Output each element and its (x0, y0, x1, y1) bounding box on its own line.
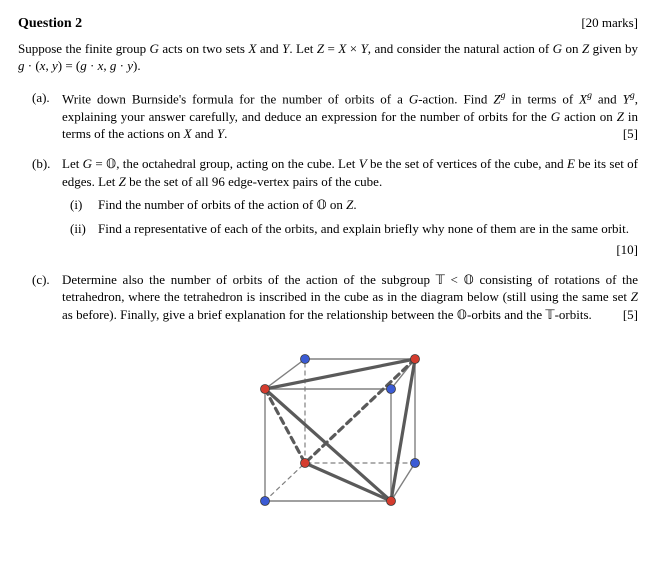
question-intro: Suppose the finite group G acts on two s… (18, 40, 638, 75)
part-c-body: Determine also the number of orbits of t… (62, 271, 638, 324)
part-a-body: Write down Burnside's formula for the nu… (62, 89, 638, 143)
part-a-marks: [5] (623, 125, 638, 143)
part-c-marks: [5] (623, 306, 638, 324)
part-c: (c). Determine also the number of orbits… (18, 271, 638, 324)
part-c-label: (c). (18, 271, 62, 324)
cube-tetra-diagram (223, 335, 433, 525)
figure-wrap (18, 335, 638, 530)
part-b-i-body: Find the number of orbits of the action … (98, 196, 638, 214)
part-b-ii-label: (ii) (62, 220, 98, 238)
part-b-i: (i) Find the number of orbits of the act… (62, 196, 638, 214)
part-b: (b). Let G = 𝕆, the octahedral group, ac… (18, 155, 638, 259)
question-page: Question 2 [20 marks] Suppose the finite… (0, 0, 656, 542)
part-b-body: Let G = 𝕆, the octahedral group, acting … (62, 155, 638, 259)
part-b-ii: (ii) Find a representative of each of th… (62, 220, 638, 238)
part-b-label: (b). (18, 155, 62, 259)
part-a: (a). Write down Burnside's formula for t… (18, 89, 638, 143)
part-b-marks: [10] (62, 241, 638, 259)
part-b-i-label: (i) (62, 196, 98, 214)
total-marks: [20 marks] (581, 14, 638, 32)
part-b-ii-body: Find a representative of each of the orb… (98, 220, 638, 238)
part-a-label: (a). (18, 89, 62, 143)
question-number: Question 2 (18, 15, 82, 34)
question-header: Question 2 [20 marks] (18, 14, 638, 34)
